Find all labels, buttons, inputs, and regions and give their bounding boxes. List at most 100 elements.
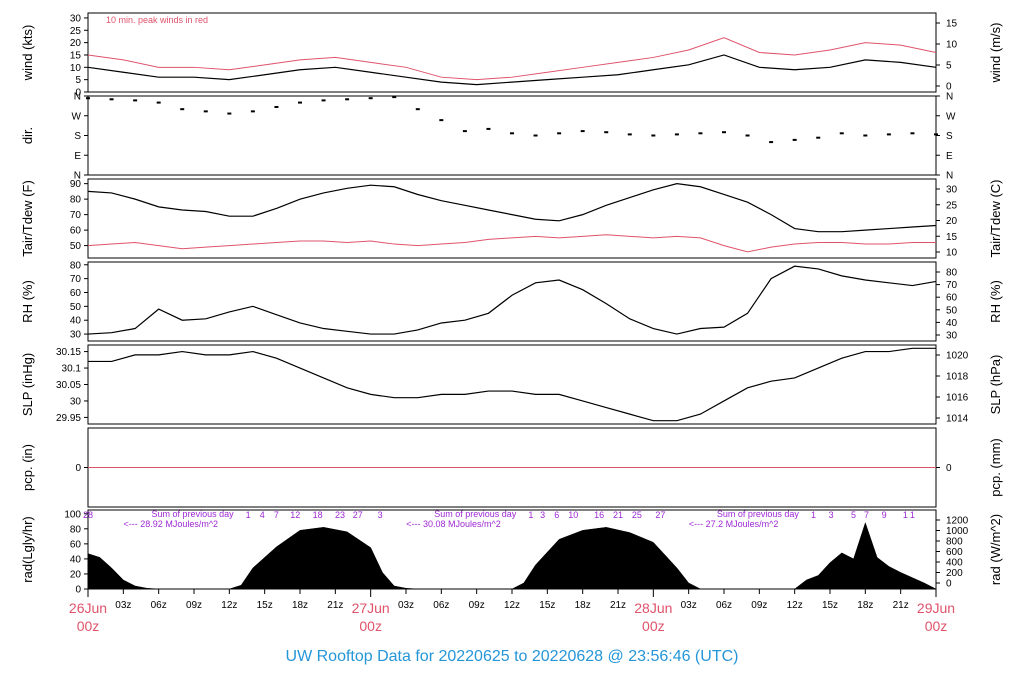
x-tick-date: 28Jun (634, 600, 672, 616)
x-tick-sub: 00z (359, 618, 382, 634)
x-tick-label: 15z (539, 600, 555, 611)
pcp-ylabel: pcp. (in) (20, 444, 35, 491)
rh-ytick-label: 70 (70, 274, 82, 285)
wind-ytick-label: 25 (70, 26, 82, 37)
wind-ytick-label: 0 (75, 88, 81, 99)
dir-ytick-label: N (74, 92, 81, 103)
rad-top-tick-label: 25 (632, 510, 642, 520)
dir-ytick-label-right: N (946, 171, 953, 182)
rad-ytick-label-right: 1200 (946, 516, 969, 527)
rad-ytick-label-right: 400 (946, 558, 963, 569)
dir-point (203, 110, 208, 113)
rad-top-tick-label: 1 (903, 510, 908, 520)
rh-ytick-label: 80 (70, 260, 82, 271)
dir-point (792, 138, 797, 141)
rh-ytick-label: 60 (70, 288, 82, 299)
wind-ytick-label: 20 (70, 38, 82, 49)
rh-ytick-label: 50 (70, 302, 82, 313)
dir-point (415, 108, 420, 111)
rad-ytick-label: 20 (70, 569, 82, 580)
rad-annotation: Sum of previous day (717, 509, 800, 519)
dir-ytick-label-right: S (946, 131, 953, 142)
x-tick-label: 21z (327, 600, 343, 611)
x-tick-sub: 00z (925, 618, 948, 634)
x-tick-label: 06z (151, 600, 167, 611)
page-title: UW Rooftop Data for 20220625 to 20220628… (285, 648, 739, 665)
rad-top-tick-label: 7 (864, 510, 869, 520)
dir-point (745, 134, 750, 137)
wind-ytick-label: 30 (70, 13, 82, 24)
rad-annotation: <--- 28.92 MJoules/m^2 (124, 519, 219, 529)
rad-ytick-label-right: 800 (946, 537, 963, 548)
dir-point (604, 131, 609, 134)
slp-ytick-label-right: 1018 (946, 372, 969, 383)
rad-top-tick-label: 5 (851, 510, 856, 520)
x-tick-label: 03z (681, 600, 697, 611)
rad-top-tick-label: 1 (811, 510, 816, 520)
dir-point (86, 97, 90, 100)
x-tick-label: 15z (822, 600, 838, 611)
temp-frame (87, 178, 937, 259)
slp-ylabel: SLP (inHg) (20, 353, 35, 416)
rad-top-tick-label: 4 (260, 510, 265, 520)
slp-ytick-label: 30 (70, 396, 82, 407)
x-tick-date: 26Jun (69, 600, 107, 616)
dir-point (698, 132, 703, 135)
slp-ytick-label: 30.1 (62, 364, 82, 375)
rad-top-tick-label: 9 (882, 510, 887, 520)
wind-ylabel: wind (kts) (20, 25, 35, 82)
rad-top-tick-label: 10 (568, 510, 578, 520)
rad-top-tick-label: 23 (335, 510, 345, 520)
dir-point (368, 97, 373, 100)
dir-point (227, 112, 232, 115)
dir-ytick-label: E (74, 151, 81, 162)
slp-series-0 (88, 347, 936, 422)
dir-ytick-label: W (72, 111, 82, 122)
rh-ytick-label-right: 40 (946, 318, 958, 329)
dir-point (886, 133, 891, 136)
temp-ytick-label-right: 10 (946, 248, 958, 259)
temp-ytick-label: 50 (70, 241, 82, 252)
rad-ytick-label: 0 (75, 585, 81, 596)
dir-point (934, 133, 938, 136)
wind-ytick-label-right: 5 (946, 61, 952, 72)
rad-top-tick-label: 16 (594, 510, 604, 520)
rad-top-tick-label: 27 (353, 510, 363, 520)
rad-top-tick-label: 1 (528, 510, 533, 520)
pcp-ytick-label-right: 0 (946, 463, 952, 474)
rad-ytick-label-right: 1000 (946, 526, 969, 537)
x-tick-label: 06z (716, 600, 732, 611)
rh-ylabel: RH (%) (20, 280, 35, 323)
pcp-ylabel-right: pcp. (mm) (988, 438, 1003, 497)
slp-ytick-label: 30.05 (56, 380, 81, 391)
dir-ytick-label-right: N (946, 92, 953, 103)
slp-ylabel-right: SLP (hPa) (988, 355, 1003, 415)
wind-ytick-label: 10 (70, 63, 82, 74)
wind-ytick-label: 15 (70, 50, 82, 61)
dir-point (557, 132, 562, 135)
rad-annotation: <--- 27.2 MJoules/m^2 (689, 519, 779, 529)
dir-point (580, 130, 585, 133)
slp-frame (87, 344, 937, 425)
temp-ytick-label: 60 (70, 226, 82, 237)
rad-top-tick-label: 27 (655, 510, 665, 520)
rad-annotation: Sum of previous day (152, 509, 235, 519)
rad-ytick-label: 100 (64, 509, 81, 520)
dir-point (816, 136, 821, 139)
rad-ytick-label: 60 (70, 539, 82, 550)
rad-area-series (87, 521, 937, 590)
dir-point (674, 133, 679, 136)
wind-ytick-label-right: 0 (946, 82, 952, 93)
wind-ytick-label-right: 15 (946, 19, 958, 30)
rh-ytick-label-right: 70 (946, 280, 958, 291)
x-tick-label: 09z (469, 600, 485, 611)
dir-point (910, 132, 915, 135)
dir-point (250, 110, 255, 113)
dir-ytick-label-right: W (946, 111, 956, 122)
dir-point (769, 141, 774, 144)
rad-top-tick-label: 28 (83, 510, 93, 520)
x-tick-label: 12z (221, 600, 237, 611)
dir-ytick-label-right: E (946, 151, 953, 162)
slp-ytick-label-right: 1016 (946, 393, 969, 404)
dir-point (439, 119, 444, 122)
